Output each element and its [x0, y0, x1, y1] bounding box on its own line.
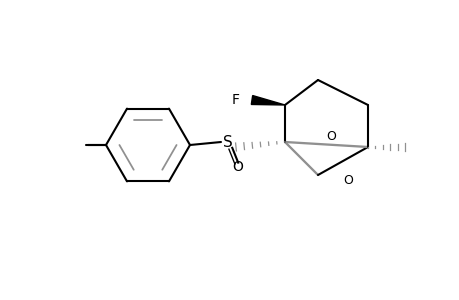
Polygon shape — [251, 96, 285, 105]
Text: O: O — [342, 173, 352, 187]
Text: F: F — [231, 93, 240, 107]
Text: S: S — [223, 134, 232, 149]
Text: O: O — [232, 160, 243, 174]
Text: O: O — [326, 130, 336, 143]
